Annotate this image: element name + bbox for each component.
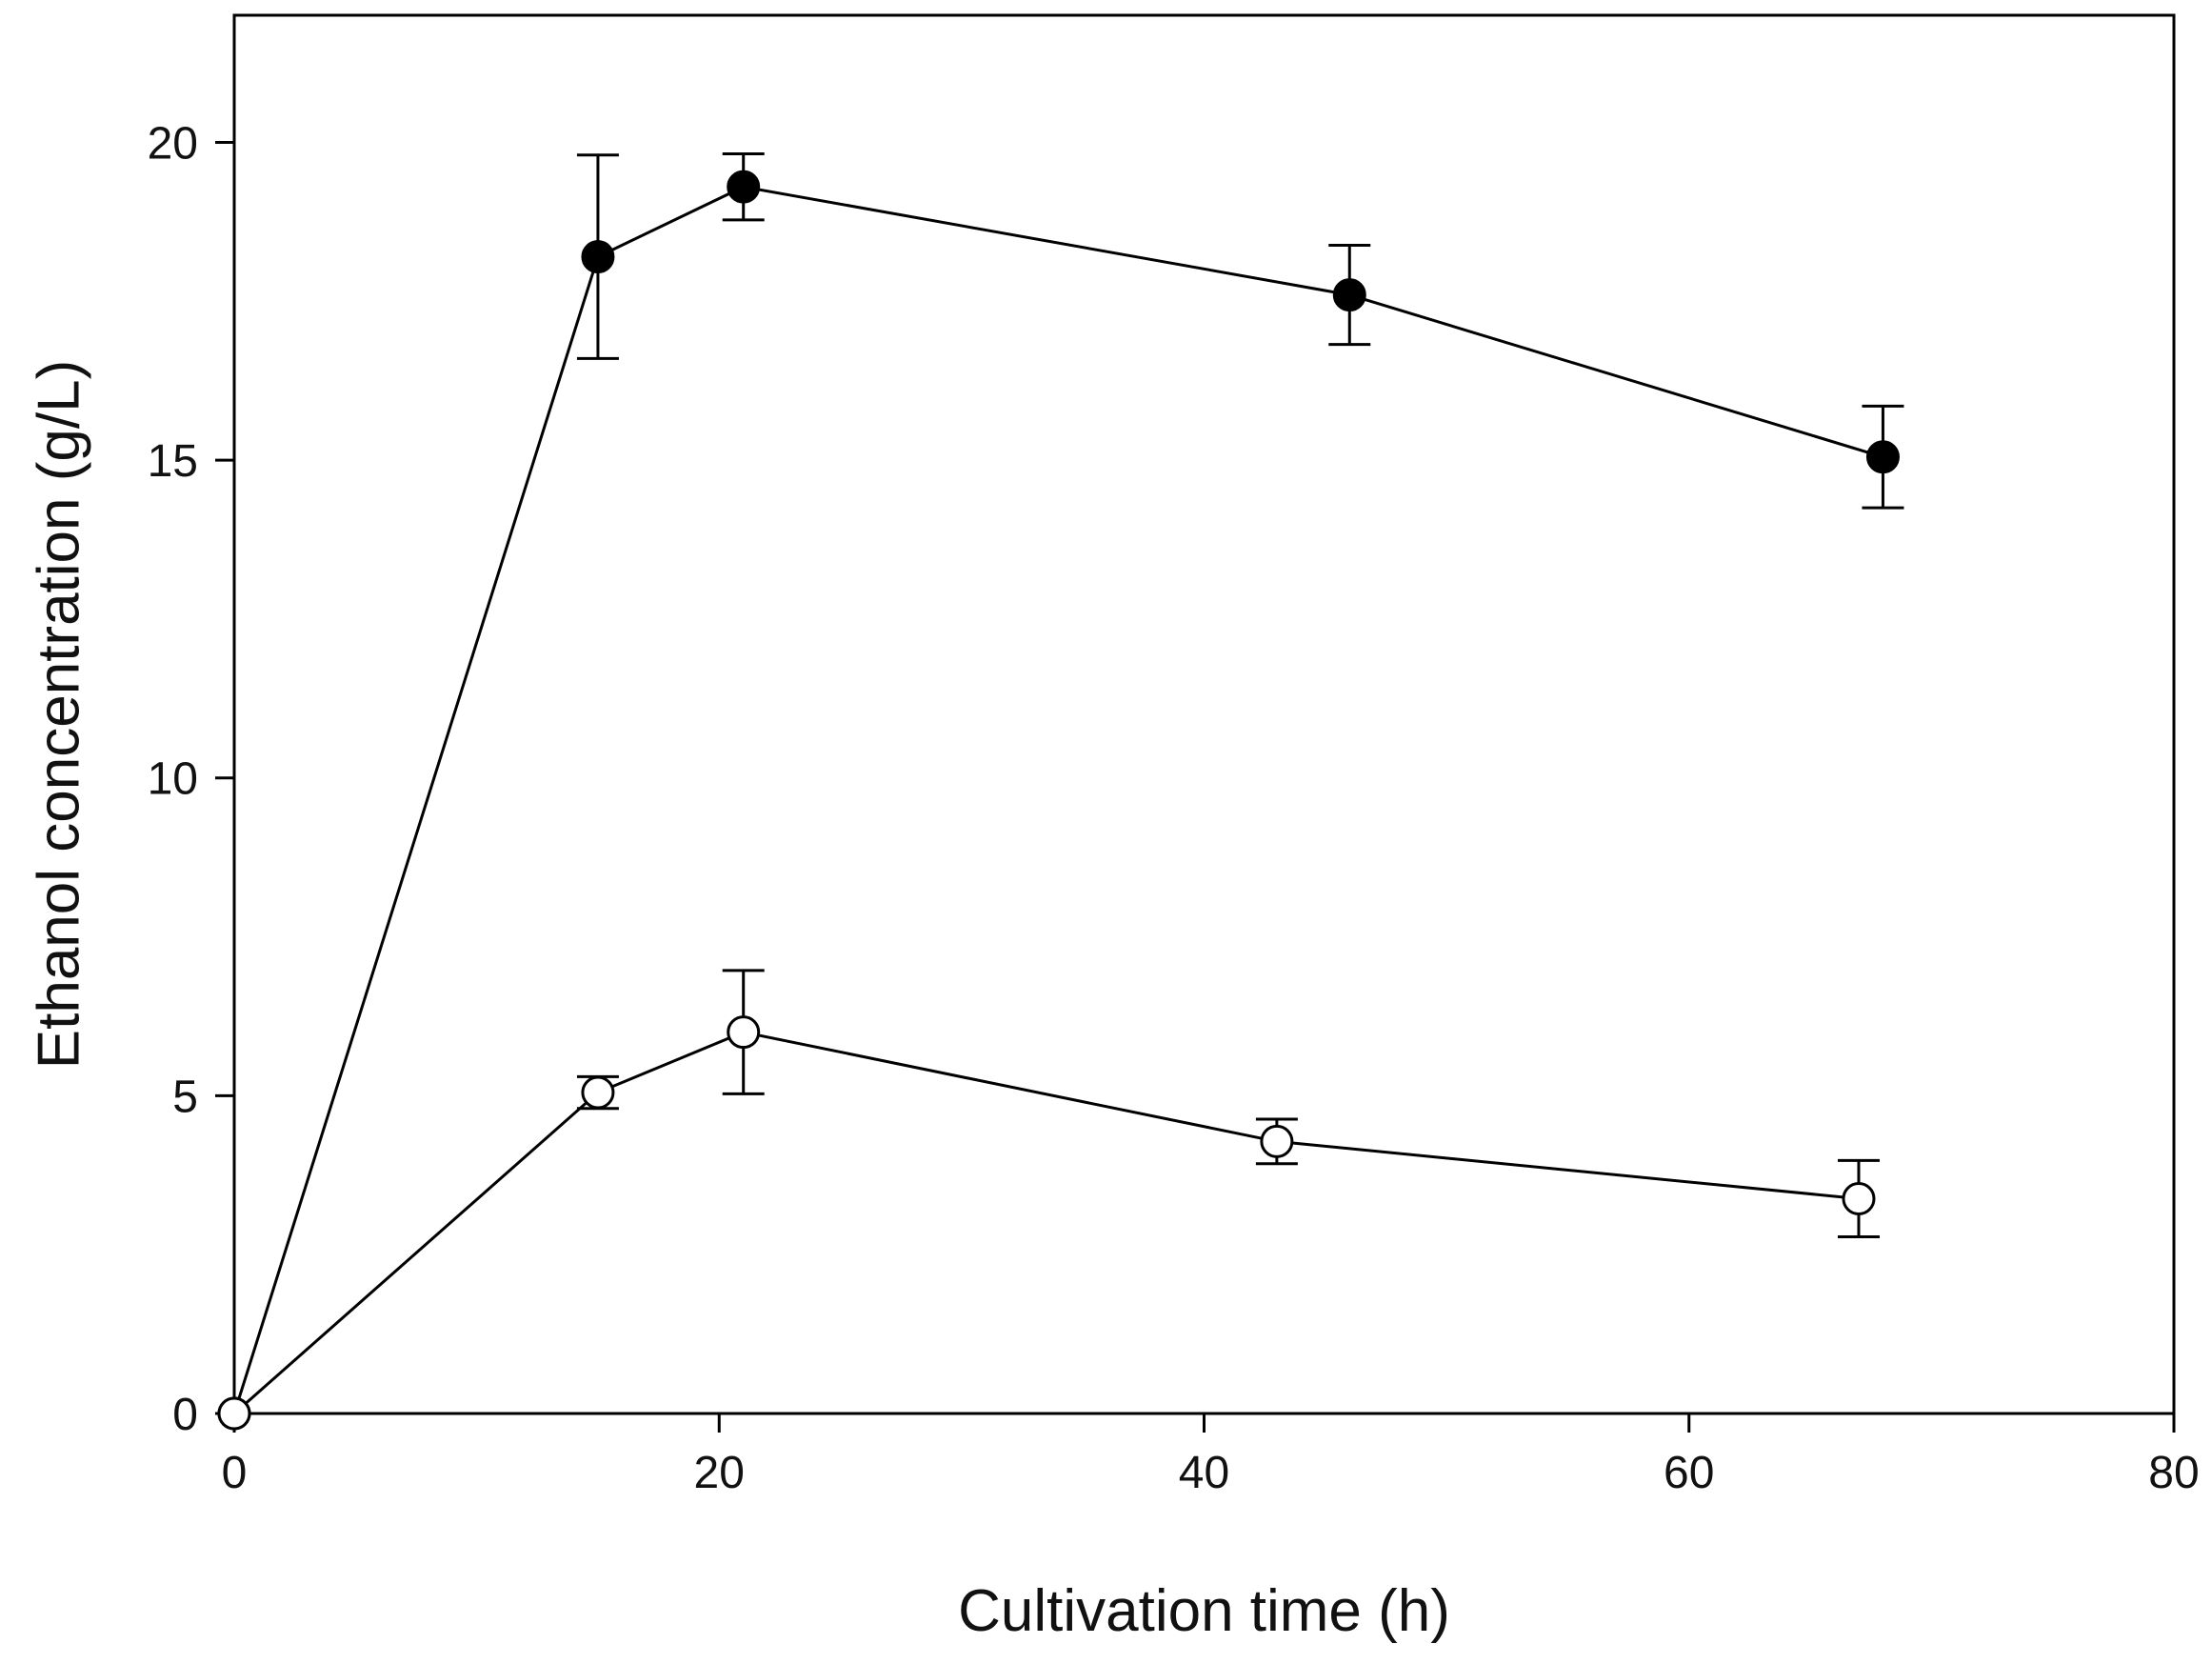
series-line xyxy=(232,185,1883,1414)
x-axis-ticks: 0 20 40 60 80 xyxy=(222,1413,2200,1498)
series-layer xyxy=(217,151,1904,1431)
x-tick-label: 20 xyxy=(694,1448,745,1498)
y-tick-label: 15 xyxy=(148,436,198,487)
y-tick-label: 0 xyxy=(172,1390,198,1440)
plot-border xyxy=(232,13,2176,1415)
x-tick-label: 40 xyxy=(1179,1448,1229,1498)
data-point xyxy=(581,240,615,274)
data-point xyxy=(727,170,761,204)
data-point xyxy=(1842,1181,1876,1215)
data-point xyxy=(1260,1124,1294,1158)
data-point xyxy=(581,1075,615,1110)
y-tick-label: 20 xyxy=(148,118,198,169)
data-point xyxy=(727,1015,761,1050)
plot-frame xyxy=(232,13,2176,1415)
y-axis-label: Ethanol concentration (g/L) xyxy=(26,360,91,1069)
y-tick-label: 10 xyxy=(148,754,198,805)
series-line xyxy=(233,1031,1860,1415)
x-tick-label: 0 xyxy=(222,1448,248,1498)
data-point xyxy=(1332,278,1366,312)
series-1 xyxy=(217,151,1904,1431)
data-point xyxy=(217,1396,251,1431)
data-point xyxy=(1865,440,1900,474)
x-tick-label: 60 xyxy=(1664,1448,1714,1498)
x-axis-label: Cultivation time (h) xyxy=(958,1578,1450,1644)
series-2 xyxy=(217,969,1880,1431)
y-axis-ticks: 0 5 10 15 20 xyxy=(148,118,234,1440)
y-tick-label: 5 xyxy=(172,1072,198,1122)
x-tick-label: 80 xyxy=(2148,1448,2199,1498)
